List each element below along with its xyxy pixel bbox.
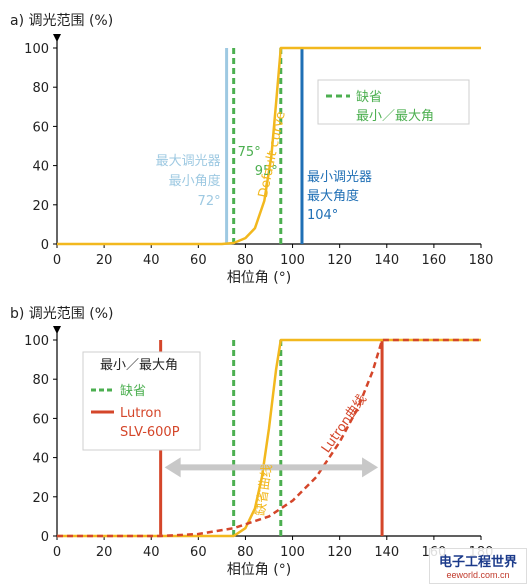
max-dimmer-label: 72°	[198, 194, 221, 209]
watermark-logo: 电子工程世界 eeworld.com.cn	[429, 548, 527, 584]
vline-75-label: 75°	[238, 145, 261, 160]
min-dimmer-label: 最大角度	[307, 188, 359, 204]
legend-b-box	[82, 351, 201, 451]
arrow-right-icon	[362, 457, 379, 478]
x-tick-label: 20	[96, 545, 113, 560]
y-tick-label: 60	[32, 412, 49, 427]
x-tick-label: 60	[190, 545, 207, 560]
x-tick-label: 0	[53, 253, 61, 268]
legend-b-label-default: 缺省	[120, 384, 146, 399]
x-tick-label: 80	[237, 545, 254, 560]
x-tick-label: 120	[327, 253, 352, 268]
series-line-1	[57, 338, 481, 538]
legend-b-title: 最小／最大角	[100, 358, 178, 373]
x-axis-label: 相位角 (°)	[227, 270, 291, 286]
arrow-left-icon	[164, 457, 181, 478]
panel-a: a) 调光范围 (%) 0 20 40 60 80 100 0 20 40 60 80 100 120 14…	[10, 12, 493, 286]
min-dimmer-label: 最小调光器	[307, 170, 372, 185]
x-axis-label: 相位角 (°)	[227, 562, 291, 578]
x-tick-label: 140	[374, 253, 399, 268]
x-tick-label: 40	[143, 253, 160, 268]
x-tick-label: 100	[280, 545, 305, 560]
legend-b-label-lutron: SLV-600P	[120, 425, 180, 440]
x-tick-label: 140	[374, 545, 399, 560]
x-tick-label: 120	[327, 545, 352, 560]
default-curve-label-b: 缺省曲线	[253, 463, 275, 517]
legend-b-label-lutron: Lutron	[120, 406, 162, 421]
x-tick-label: 80	[237, 253, 254, 268]
lutron-curve-label: Lutron曲线	[319, 392, 370, 456]
y-tick-label: 40	[32, 160, 49, 175]
legend-a-label: 缺省	[356, 90, 382, 105]
default-curve-label: Default curve	[256, 110, 289, 199]
y-tick-label: 100	[24, 42, 49, 57]
y-tick-label: 0	[41, 530, 49, 545]
y-tick-label: 80	[32, 81, 49, 96]
max-dimmer-label: 最大调光器	[156, 154, 221, 169]
watermark-line2: eeworld.com.cn	[446, 570, 510, 580]
min-dimmer-label: 104°	[307, 208, 338, 223]
panel-label: a) 调光范围 (%)	[10, 12, 113, 29]
x-tick-label: 180	[469, 253, 494, 268]
y-tick-label: 80	[32, 373, 49, 388]
y-tick-label: 20	[32, 199, 49, 214]
y-tick-label: 100	[24, 334, 49, 349]
x-tick-label: 20	[96, 253, 113, 268]
legend-a-box	[317, 79, 470, 125]
x-tick-label: 100	[280, 253, 305, 268]
max-dimmer-label: 最小角度	[169, 173, 221, 189]
y-tick-label: 60	[32, 120, 49, 135]
vline-95-label: 95°	[255, 164, 278, 179]
x-tick-label: 0	[53, 545, 61, 560]
watermark-line1: 电子工程世界	[438, 554, 517, 569]
x-tick-label: 60	[190, 253, 207, 268]
x-tick-label: 40	[143, 545, 160, 560]
y-axis-arrow-icon	[53, 34, 61, 42]
panel-label: b) 调光范围 (%)	[10, 305, 113, 322]
panel-b: b) 调光范围 (%) 0 20 40 60 80 100 0 20 40 60 80 100 120 14…	[10, 305, 493, 578]
series-line-0	[57, 46, 481, 246]
y-axis-arrow-icon	[53, 326, 61, 334]
y-tick-label: 20	[32, 491, 49, 506]
y-tick-label: 40	[32, 452, 49, 467]
x-tick-label: 160	[421, 253, 446, 268]
legend-a-label: 最小／最大角	[356, 109, 434, 124]
y-tick-label: 0	[41, 238, 49, 253]
series-line-0	[57, 338, 481, 538]
